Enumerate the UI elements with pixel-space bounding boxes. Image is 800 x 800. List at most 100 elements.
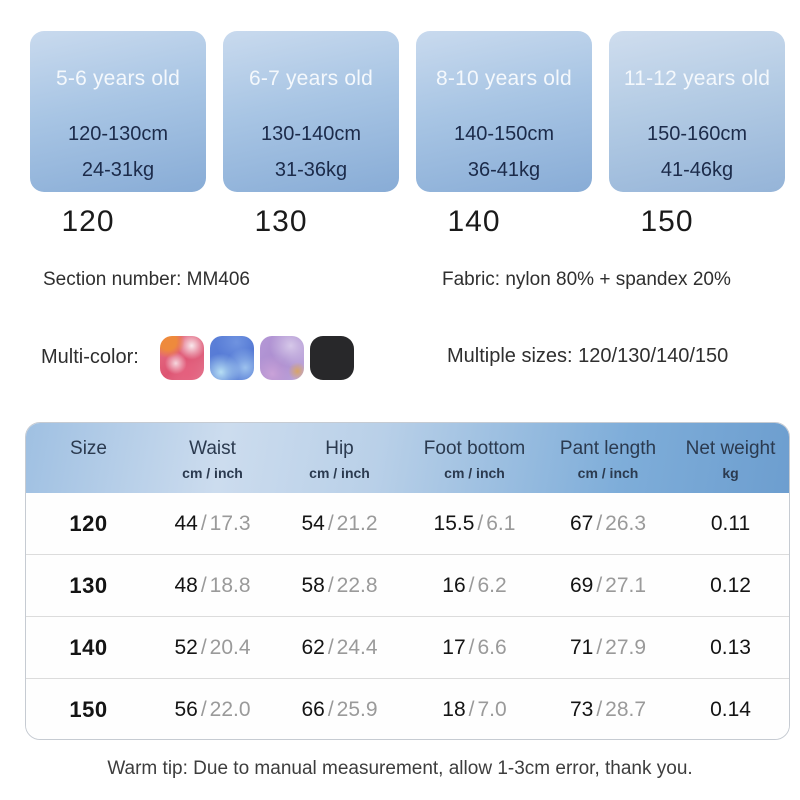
- age-size-cards: 5-6 years old 120-130cm 24-31kg 120 6-7 …: [30, 31, 785, 239]
- cm-value: 56: [174, 697, 198, 721]
- inch-value: 7.0: [477, 697, 507, 721]
- cm-value: 66: [301, 697, 325, 721]
- table-row-150: 150 56/22.0 66/25.9 18/7.0 73/28.7 0.14: [26, 678, 789, 739]
- cm-value: 62: [301, 635, 325, 659]
- column-label: Hip: [325, 438, 354, 459]
- divider: /: [468, 573, 475, 597]
- divider: /: [477, 511, 484, 535]
- cell-foot-bottom: 17/6.6: [405, 636, 544, 660]
- inch-value: 6.2: [477, 573, 507, 597]
- card-size-label: 130: [254, 205, 308, 238]
- age-card-column: 11-12 years old 150-160cm 41-46kg 150: [609, 31, 785, 239]
- column-label: Pant length: [559, 438, 657, 459]
- cell-foot-bottom: 15.5/6.1: [405, 512, 544, 536]
- color-swatches: [160, 336, 354, 380]
- column-unit: cm / inch: [309, 465, 370, 481]
- inch-value: 21.2: [336, 511, 378, 535]
- divider: /: [596, 635, 603, 659]
- warm-tip-text: Warm tip: Due to manual measurement, all…: [107, 758, 693, 779]
- inch-value: 27.1: [605, 573, 647, 597]
- divider: /: [200, 635, 207, 659]
- cm-value: 58: [301, 573, 325, 597]
- cell-waist: 56/22.0: [151, 698, 274, 722]
- cell-pant-length: 67/26.3: [544, 512, 672, 536]
- column-unit: cm / inch: [444, 465, 505, 481]
- inch-value: 6.1: [486, 511, 516, 535]
- column-unit: cm / inch: [182, 465, 243, 481]
- card-size-label: 150: [640, 205, 694, 238]
- column-header-pant-length: Pant length cm / inch: [544, 423, 672, 493]
- divider: /: [468, 697, 475, 721]
- card-weight-range: 41-46kg: [660, 159, 734, 181]
- size-table-header: Size Waist cm / inch Hip cm / inch Foot …: [26, 423, 789, 493]
- divider: /: [596, 697, 603, 721]
- color-swatch-pink-orange-marble: [160, 336, 204, 380]
- cell-foot-bottom: 18/7.0: [405, 698, 544, 722]
- cell-size: 150: [69, 696, 108, 722]
- age-card-column: 8-10 years old 140-150cm 36-41kg 140: [416, 31, 592, 239]
- multiple-sizes-text: Multiple sizes: 120/130/140/150: [447, 345, 729, 367]
- size-table: Size Waist cm / inch Hip cm / inch Foot …: [25, 422, 790, 740]
- inch-value: 22.0: [209, 697, 251, 721]
- cell-hip: 66/25.9: [274, 698, 405, 722]
- cm-value: 71: [569, 635, 594, 659]
- divider: /: [200, 697, 207, 721]
- cell-net-weight: 0.11: [710, 511, 751, 535]
- card-height-range: 130-140cm: [260, 123, 362, 145]
- card-height-range: 120-130cm: [67, 123, 169, 145]
- inch-value: 17.3: [209, 511, 251, 535]
- card-weight-range: 31-36kg: [274, 159, 348, 181]
- divider: /: [327, 635, 334, 659]
- divider: /: [327, 511, 334, 535]
- cell-pant-length: 73/28.7: [544, 698, 672, 722]
- age-card-140: 8-10 years old 140-150cm 36-41kg: [416, 31, 592, 192]
- cell-net-weight: 0.13: [710, 635, 751, 659]
- inch-value: 6.6: [477, 635, 507, 659]
- cm-value: 52: [174, 635, 198, 659]
- age-card-130: 6-7 years old 130-140cm 31-36kg: [223, 31, 399, 192]
- cm-value: 54: [301, 511, 325, 535]
- cell-waist: 52/20.4: [151, 636, 274, 660]
- inch-value: 24.4: [336, 635, 378, 659]
- card-age-label: 5-6 years old: [56, 67, 180, 90]
- age-card-column: 6-7 years old 130-140cm 31-36kg 130: [223, 31, 399, 239]
- color-swatch-blue-marble: [210, 336, 254, 380]
- inch-value: 26.3: [605, 511, 647, 535]
- card-age-label: 11-12 years old: [623, 67, 771, 90]
- cm-value: 73: [569, 697, 594, 721]
- cell-net-weight: 0.12: [710, 573, 751, 597]
- divider: /: [596, 511, 603, 535]
- card-size-label: 120: [61, 205, 115, 238]
- column-header-size: Size: [26, 423, 151, 493]
- cm-value: 48: [174, 573, 198, 597]
- table-row-140: 140 52/20.4 62/24.4 17/6.6 71/27.9 0.13: [26, 616, 789, 678]
- age-card-120: 5-6 years old 120-130cm 24-31kg: [30, 31, 206, 192]
- divider: /: [327, 573, 334, 597]
- card-size-label: 140: [447, 205, 501, 238]
- cm-value: 67: [569, 511, 594, 535]
- table-row-120: 120 44/17.3 54/21.2 15.5/6.1 67/26.3 0.1…: [26, 493, 789, 554]
- column-label: Net weight: [685, 438, 776, 459]
- divider: /: [327, 697, 334, 721]
- color-swatch-purple-marble: [260, 336, 304, 380]
- column-header-waist: Waist cm / inch: [151, 423, 274, 493]
- card-weight-range: 24-31kg: [81, 159, 155, 181]
- cell-foot-bottom: 16/6.2: [405, 574, 544, 598]
- card-age-label: 6-7 years old: [249, 67, 373, 90]
- column-label: Waist: [189, 438, 236, 459]
- inch-value: 20.4: [209, 635, 251, 659]
- divider: /: [200, 511, 207, 535]
- inch-value: 18.8: [209, 573, 251, 597]
- cm-value: 44: [174, 511, 198, 535]
- inch-value: 25.9: [336, 697, 378, 721]
- column-header-hip: Hip cm / inch: [274, 423, 405, 493]
- cm-value: 17: [442, 635, 466, 659]
- table-row-130: 130 48/18.8 58/22.8 16/6.2 69/27.1 0.12: [26, 554, 789, 616]
- inch-value: 27.9: [605, 635, 647, 659]
- fabric-text: Fabric: nylon 80% + spandex 20%: [442, 269, 731, 290]
- column-label: Size: [70, 438, 107, 459]
- cell-hip: 54/21.2: [274, 512, 405, 536]
- card-height-range: 150-160cm: [646, 123, 748, 145]
- cell-waist: 44/17.3: [151, 512, 274, 536]
